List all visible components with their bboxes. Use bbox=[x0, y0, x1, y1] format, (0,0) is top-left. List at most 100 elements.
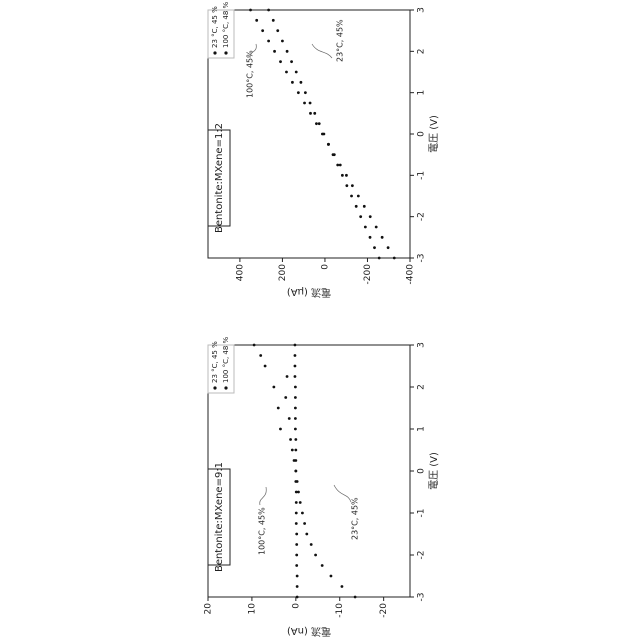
figure: -3-2-10123-20-1001020電圧 (V)電流 (nA)Benton… bbox=[0, 0, 640, 640]
y-tick-label: 0 bbox=[291, 603, 301, 609]
data-point bbox=[355, 205, 358, 208]
data-point bbox=[294, 470, 297, 473]
data-point bbox=[279, 428, 282, 431]
data-point bbox=[294, 375, 297, 378]
data-point bbox=[314, 554, 317, 557]
y-tick-label: -200 bbox=[363, 264, 373, 285]
data-point bbox=[295, 533, 298, 536]
x-tick-label: 3 bbox=[417, 342, 427, 348]
data-point bbox=[295, 554, 298, 557]
x-tick-label: -1 bbox=[417, 171, 427, 180]
data-point bbox=[336, 164, 339, 167]
data-point bbox=[294, 480, 297, 483]
x-tick-label: -3 bbox=[417, 254, 427, 263]
data-point bbox=[273, 50, 276, 53]
data-point bbox=[267, 9, 270, 12]
data-point bbox=[261, 29, 264, 32]
data-point bbox=[291, 81, 294, 84]
x-tick-label: -2 bbox=[417, 551, 427, 560]
y-tick-label: -10 bbox=[335, 603, 345, 618]
leader-line bbox=[260, 487, 267, 505]
data-point bbox=[321, 564, 324, 567]
x-tick-label: -2 bbox=[417, 212, 427, 221]
data-point bbox=[296, 596, 299, 599]
data-point bbox=[295, 512, 298, 515]
data-point bbox=[345, 174, 348, 177]
y-tick-label: 200 bbox=[278, 264, 288, 281]
data-point bbox=[354, 596, 357, 599]
data-point bbox=[369, 236, 372, 239]
data-point bbox=[330, 575, 333, 578]
data-point bbox=[264, 365, 267, 368]
plot-frame bbox=[208, 10, 410, 258]
data-point bbox=[295, 501, 298, 504]
data-point bbox=[369, 215, 372, 218]
data-point bbox=[341, 174, 344, 177]
data-point bbox=[296, 585, 299, 588]
y-tick-label: 20 bbox=[204, 603, 214, 615]
data-point bbox=[375, 226, 378, 229]
data-point bbox=[303, 522, 306, 525]
data-point bbox=[339, 164, 342, 167]
data-point bbox=[309, 112, 312, 115]
data-point bbox=[272, 386, 275, 389]
data-point bbox=[253, 344, 256, 347]
data-point bbox=[255, 19, 258, 22]
data-point bbox=[305, 533, 308, 536]
x-tick-label: 1 bbox=[417, 90, 427, 96]
chart-panel: -3-2-10123-400-2000200400電圧 (V)電流 (μA)Be… bbox=[208, 1, 440, 299]
data-point bbox=[286, 50, 289, 53]
data-point bbox=[387, 246, 390, 249]
data-point bbox=[294, 417, 297, 420]
data-point bbox=[277, 407, 280, 410]
data-point bbox=[279, 60, 282, 63]
panel-label: Bentonite:MXene=1:2 bbox=[214, 123, 225, 233]
data-point bbox=[272, 19, 275, 22]
data-point bbox=[359, 215, 362, 218]
legend-marker bbox=[213, 51, 216, 54]
x-tick-label: -3 bbox=[417, 593, 427, 602]
annotation: 23°C, 45% bbox=[351, 497, 360, 540]
data-point bbox=[295, 522, 298, 525]
data-point bbox=[321, 133, 324, 136]
data-point bbox=[300, 81, 303, 84]
legend-label: 100 °C, 48 % bbox=[222, 1, 230, 48]
data-point bbox=[327, 143, 330, 146]
data-point bbox=[351, 184, 354, 187]
data-point bbox=[295, 543, 298, 546]
data-point bbox=[294, 365, 297, 368]
x-tick-label: -1 bbox=[417, 509, 427, 518]
data-point bbox=[286, 375, 289, 378]
panel-label: Bentonite:MXene=9:1 bbox=[214, 462, 225, 572]
data-point bbox=[290, 60, 293, 63]
data-point bbox=[313, 112, 316, 115]
x-axis-title: 電圧 (V) bbox=[428, 452, 440, 490]
y-tick-label: 10 bbox=[247, 603, 257, 615]
data-point bbox=[294, 459, 297, 462]
data-point bbox=[267, 40, 270, 43]
data-point bbox=[296, 575, 299, 578]
y-tick-label: -400 bbox=[406, 264, 416, 285]
data-point bbox=[299, 501, 302, 504]
legend-label: 100 °C, 48 % bbox=[222, 336, 230, 383]
data-point bbox=[297, 91, 300, 94]
data-point bbox=[285, 71, 288, 74]
data-point bbox=[345, 184, 348, 187]
data-point bbox=[393, 257, 396, 260]
x-tick-label: 0 bbox=[417, 131, 427, 137]
plot-frame bbox=[208, 345, 410, 597]
data-point bbox=[294, 386, 297, 389]
data-point bbox=[363, 205, 366, 208]
data-point bbox=[304, 91, 307, 94]
data-point bbox=[373, 246, 376, 249]
data-point bbox=[303, 102, 306, 105]
annotation: 23°C, 45% bbox=[336, 19, 345, 62]
data-point bbox=[281, 40, 284, 43]
data-point bbox=[294, 344, 297, 347]
data-point bbox=[301, 512, 304, 515]
y-axis-title: 電流 (nA) bbox=[287, 625, 331, 638]
leader-line bbox=[334, 485, 351, 502]
data-point bbox=[294, 428, 297, 431]
data-point bbox=[318, 122, 321, 125]
leader-line bbox=[312, 44, 332, 58]
